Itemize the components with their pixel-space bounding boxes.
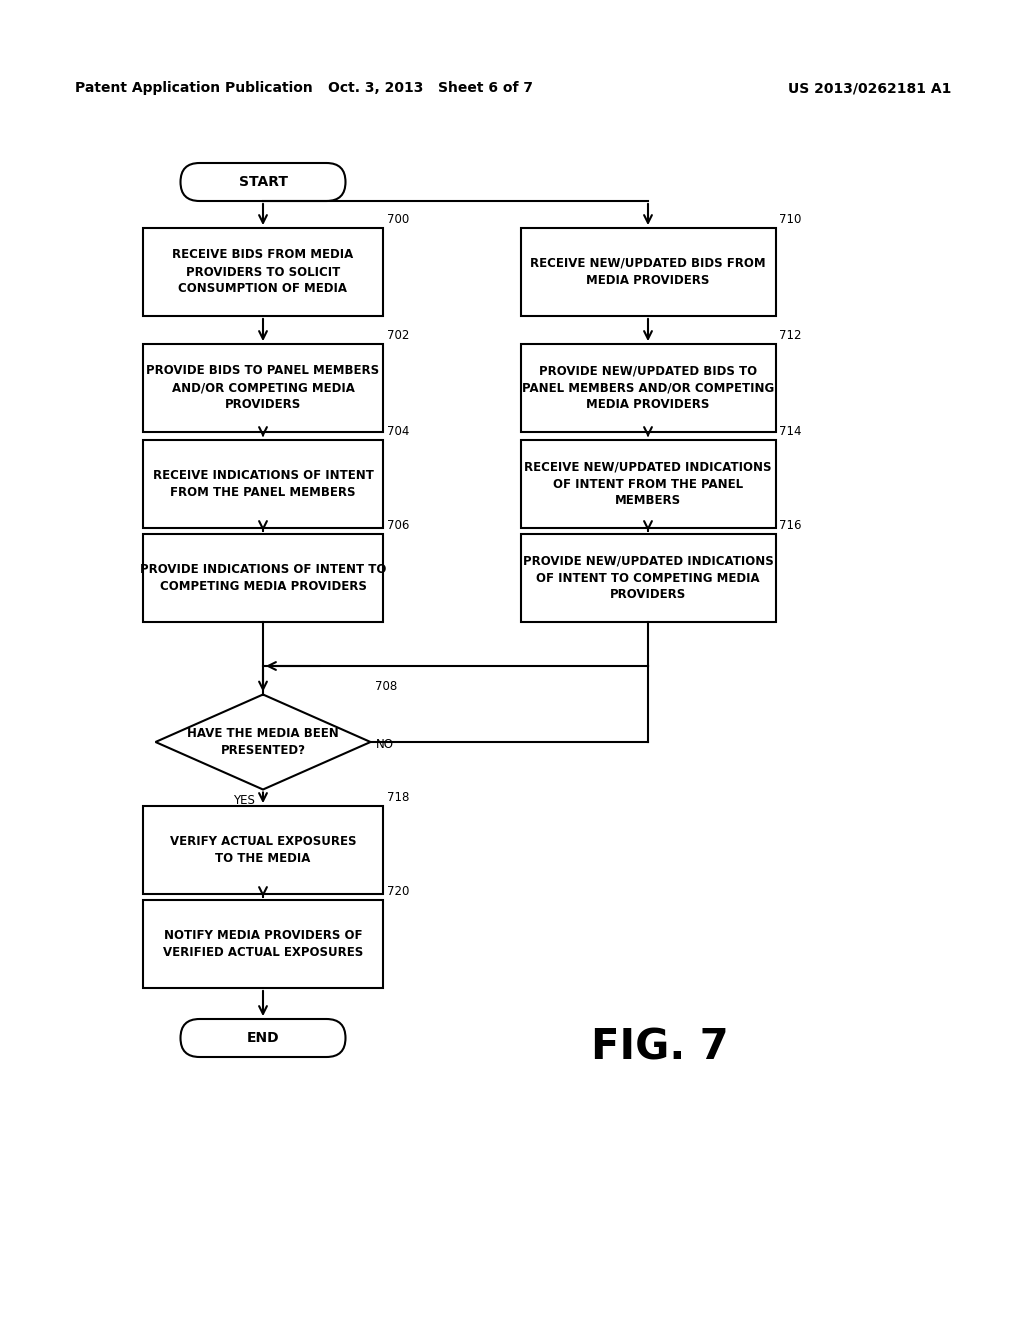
Text: 708: 708 (375, 680, 396, 693)
Text: 700: 700 (387, 213, 410, 226)
Text: PROVIDE NEW/UPDATED BIDS TO
PANEL MEMBERS AND/OR COMPETING
MEDIA PROVIDERS: PROVIDE NEW/UPDATED BIDS TO PANEL MEMBER… (522, 364, 774, 412)
Text: 712: 712 (779, 329, 802, 342)
Text: RECEIVE BIDS FROM MEDIA
PROVIDERS TO SOLICIT
CONSUMPTION OF MEDIA: RECEIVE BIDS FROM MEDIA PROVIDERS TO SOL… (172, 248, 353, 296)
Text: Patent Application Publication: Patent Application Publication (75, 81, 312, 95)
Polygon shape (156, 694, 371, 789)
FancyBboxPatch shape (143, 900, 383, 987)
Text: NOTIFY MEDIA PROVIDERS OF
VERIFIED ACTUAL EXPOSURES: NOTIFY MEDIA PROVIDERS OF VERIFIED ACTUA… (163, 929, 364, 960)
Text: END: END (247, 1031, 280, 1045)
Text: US 2013/0262181 A1: US 2013/0262181 A1 (788, 81, 951, 95)
FancyBboxPatch shape (143, 807, 383, 894)
Text: PROVIDE INDICATIONS OF INTENT TO
COMPETING MEDIA PROVIDERS: PROVIDE INDICATIONS OF INTENT TO COMPETI… (140, 564, 386, 593)
Text: 714: 714 (779, 425, 802, 438)
Text: START: START (239, 176, 288, 189)
Text: YES: YES (233, 795, 255, 808)
FancyBboxPatch shape (143, 535, 383, 622)
Text: RECEIVE INDICATIONS OF INTENT
FROM THE PANEL MEMBERS: RECEIVE INDICATIONS OF INTENT FROM THE P… (153, 469, 374, 499)
Text: 710: 710 (779, 213, 802, 226)
FancyBboxPatch shape (180, 1019, 345, 1057)
FancyBboxPatch shape (520, 535, 775, 622)
Text: FIG. 7: FIG. 7 (591, 1027, 729, 1069)
FancyBboxPatch shape (143, 440, 383, 528)
Text: 702: 702 (387, 329, 410, 342)
Text: RECEIVE NEW/UPDATED INDICATIONS
OF INTENT FROM THE PANEL
MEMBERS: RECEIVE NEW/UPDATED INDICATIONS OF INTEN… (524, 461, 772, 507)
Text: 704: 704 (387, 425, 410, 438)
Text: HAVE THE MEDIA BEEN
PRESENTED?: HAVE THE MEDIA BEEN PRESENTED? (187, 727, 339, 756)
Text: PROVIDE NEW/UPDATED INDICATIONS
OF INTENT TO COMPETING MEDIA
PROVIDERS: PROVIDE NEW/UPDATED INDICATIONS OF INTEN… (522, 554, 773, 602)
FancyBboxPatch shape (180, 162, 345, 201)
Text: Oct. 3, 2013   Sheet 6 of 7: Oct. 3, 2013 Sheet 6 of 7 (328, 81, 532, 95)
Text: RECEIVE NEW/UPDATED BIDS FROM
MEDIA PROVIDERS: RECEIVE NEW/UPDATED BIDS FROM MEDIA PROV… (530, 257, 766, 286)
FancyBboxPatch shape (520, 228, 775, 315)
Text: 720: 720 (387, 884, 410, 898)
Text: 718: 718 (387, 791, 410, 804)
FancyBboxPatch shape (520, 345, 775, 432)
Text: VERIFY ACTUAL EXPOSURES
TO THE MEDIA: VERIFY ACTUAL EXPOSURES TO THE MEDIA (170, 836, 356, 865)
Text: 716: 716 (779, 519, 802, 532)
Text: NO: NO (376, 738, 393, 751)
FancyBboxPatch shape (520, 440, 775, 528)
Text: 706: 706 (387, 519, 410, 532)
Text: PROVIDE BIDS TO PANEL MEMBERS
AND/OR COMPETING MEDIA
PROVIDERS: PROVIDE BIDS TO PANEL MEMBERS AND/OR COM… (146, 364, 380, 412)
FancyBboxPatch shape (143, 345, 383, 432)
FancyBboxPatch shape (143, 228, 383, 315)
